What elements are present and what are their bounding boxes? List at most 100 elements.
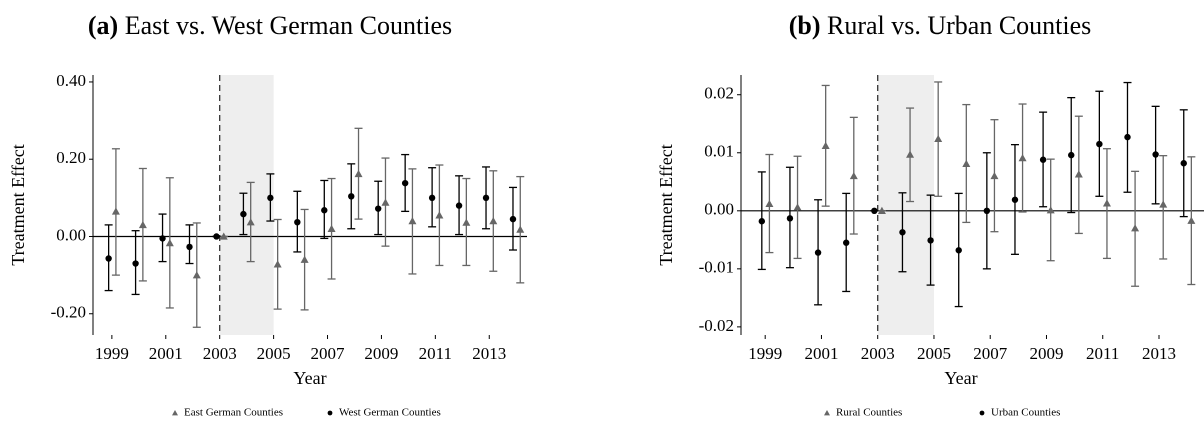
legend-label: East German Counties [184, 407, 283, 419]
point [246, 218, 255, 226]
point [455, 202, 463, 209]
y-axis-label: Treatment Effect [656, 144, 676, 265]
legend-marker [824, 410, 830, 416]
legend-label: Urban Counties [991, 407, 1060, 419]
point [192, 271, 201, 279]
point [213, 233, 220, 240]
point [765, 199, 774, 208]
y-tick-label: 0.20 [56, 148, 86, 167]
point [871, 207, 878, 215]
point [381, 198, 390, 206]
point [1180, 160, 1187, 167]
x-tick-label: 2009 [1029, 344, 1063, 363]
x-tick-label: 2011 [419, 344, 452, 363]
shaded-region [219, 75, 274, 335]
point [1152, 151, 1159, 158]
point [294, 218, 301, 226]
point [1039, 156, 1047, 163]
point [934, 134, 943, 143]
x-axis-label: Year [293, 368, 326, 388]
point [849, 171, 858, 180]
point [1074, 170, 1083, 178]
y-tick-label: 0.01 [704, 142, 734, 161]
chart-title: (b) Rural vs. Urban Counties [789, 11, 1092, 40]
x-tick-label: 2005 [257, 344, 291, 363]
point [219, 232, 228, 240]
point [786, 215, 794, 222]
point [990, 171, 999, 180]
point [408, 217, 417, 225]
x-tick-label: 2005 [917, 344, 951, 363]
point [906, 150, 915, 158]
shaded-region [877, 75, 934, 335]
point [462, 218, 471, 226]
point [1046, 206, 1055, 214]
legend-marker [327, 410, 333, 416]
point [354, 169, 363, 178]
point [1018, 153, 1027, 162]
y-tick-label: 0.40 [56, 71, 86, 90]
x-tick-label: 2001 [804, 344, 838, 363]
point [273, 260, 282, 268]
x-tick-label: 2013 [472, 344, 506, 363]
point [159, 235, 166, 242]
x-tick-label: 2009 [364, 344, 398, 363]
point [138, 220, 147, 229]
x-tick-label: 1999 [95, 344, 129, 363]
x-tick-label: 2011 [1086, 344, 1119, 363]
y-tick-label: 0.00 [704, 200, 734, 219]
point [348, 193, 355, 200]
point [1096, 140, 1103, 148]
point [843, 239, 850, 246]
y-tick-label: 0.02 [704, 84, 734, 103]
point [793, 203, 802, 211]
point [401, 179, 409, 187]
chart-title: (a) East vs. West German Counties [88, 11, 452, 40]
point [435, 211, 444, 219]
point [482, 194, 490, 202]
y-tick-label: -0.02 [699, 316, 734, 335]
point [1068, 151, 1075, 159]
point [267, 194, 274, 202]
point [1131, 224, 1140, 232]
x-tick-label: 2007 [973, 344, 1008, 363]
point [132, 260, 139, 267]
point [165, 239, 174, 247]
x-tick-label: 2003 [203, 344, 237, 363]
point [983, 207, 991, 215]
y-axis-label: Treatment Effect [8, 144, 28, 265]
x-tick-label: 2007 [311, 344, 346, 363]
title-text: Rural vs. Urban Counties [827, 11, 1091, 40]
point [1124, 133, 1131, 141]
x-tick-label: 2013 [1142, 344, 1176, 363]
point [105, 255, 112, 262]
point [1159, 200, 1168, 208]
point [758, 218, 766, 225]
point [327, 224, 336, 232]
point [300, 255, 309, 263]
y-tick-label: 0.00 [56, 225, 86, 244]
point [899, 229, 906, 236]
point [955, 247, 962, 254]
point [509, 215, 517, 223]
x-tick-label: 1999 [748, 344, 782, 363]
point [877, 206, 886, 215]
point [375, 205, 382, 212]
point [428, 194, 436, 202]
x-tick-label: 2001 [149, 344, 183, 363]
panel-label: (b) [789, 11, 821, 40]
point [927, 237, 934, 244]
point [1187, 216, 1196, 224]
point [516, 225, 525, 233]
point [186, 243, 193, 251]
legend-marker [172, 410, 178, 416]
legend-label: Rural Counties [836, 407, 902, 419]
legend-label: West German Counties [339, 407, 441, 419]
point [1102, 199, 1111, 207]
point [962, 159, 971, 167]
x-tick-label: 2003 [861, 344, 895, 363]
y-tick-label: -0.01 [699, 258, 734, 277]
panel-label: (a) [88, 11, 118, 40]
point [240, 210, 247, 218]
